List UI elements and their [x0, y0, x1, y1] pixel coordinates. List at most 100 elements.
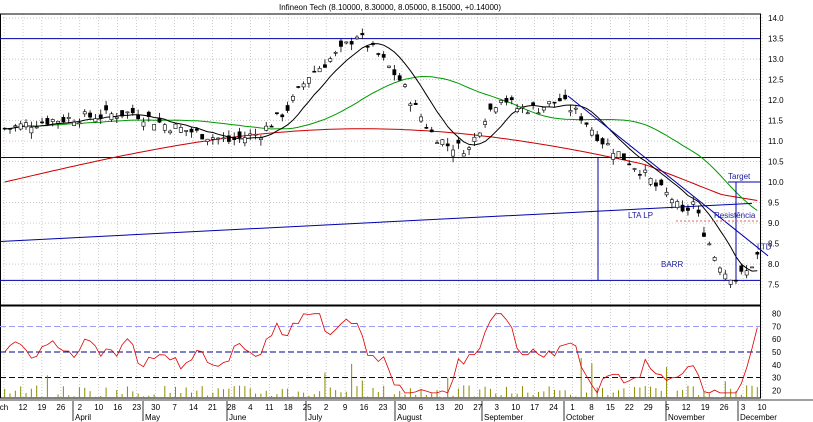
candle-body: [34, 126, 39, 129]
candle-body: [520, 106, 525, 109]
downtrend-line: [567, 95, 769, 257]
candle-body: [445, 143, 450, 147]
candle-body: [72, 121, 76, 126]
candle-body: [376, 53, 381, 55]
indicator-tick-label: 50: [772, 348, 781, 357]
annotation-label: Target: [728, 172, 751, 181]
candle-body: [98, 114, 103, 119]
candle-body: [563, 94, 568, 100]
candle-body: [355, 36, 359, 40]
candle-body: [226, 135, 231, 142]
candle-body: [291, 95, 295, 101]
candle-body: [595, 134, 600, 141]
candle-body: [531, 102, 536, 106]
candle-body: [242, 137, 247, 144]
x-tick-label: 11: [265, 403, 274, 412]
candle-body: [413, 102, 418, 105]
indicator-line: [4, 313, 758, 394]
x-axis: ch 12 19 26 2 10 16 23 30 7 14 21 28 4 11 18 25 2 9 16 23 30 6…: [0, 399, 813, 422]
x-tick-label: 29: [644, 403, 653, 412]
ma-fast-line: [4, 43, 758, 272]
candle-body: [371, 42, 375, 45]
grid: [0, 13, 763, 399]
candle-body: [312, 70, 317, 73]
moving-average-fast: [4, 43, 758, 272]
candle-body: [750, 266, 754, 269]
candle-body: [392, 69, 397, 76]
candle-body: [93, 118, 98, 123]
price-panel-frame: [0, 13, 761, 306]
price-tick-label: 11.5: [768, 117, 784, 126]
x-tick-label: 14: [189, 403, 198, 412]
price-axis: 7.5 8.0 8.5 9.0 9.5 10.0 10.5 11.0 11.5 12.0 12.5 1…: [768, 14, 784, 289]
candle-body: [691, 201, 696, 205]
candle-body: [435, 142, 439, 144]
candle-body: [477, 132, 482, 137]
candle-body: [680, 204, 685, 212]
candle-body: [173, 123, 178, 129]
month-label: September: [484, 413, 523, 422]
candle-body: [45, 118, 50, 125]
candle-body: [88, 112, 92, 118]
x-tick-label: ch: [0, 403, 8, 412]
x-tick-label: 26: [56, 403, 65, 412]
candle-body: [499, 100, 504, 103]
candle-body: [755, 252, 760, 255]
candle-body: [493, 107, 498, 113]
candle-body: [515, 108, 520, 113]
candle-body: [264, 125, 269, 131]
candle-body: [461, 153, 466, 157]
candle-body: [381, 54, 386, 58]
indicator-tick-label: 20: [772, 386, 781, 395]
candle-body: [8, 128, 12, 130]
x-tick-label: 16: [113, 403, 122, 412]
x-tick-label: 7: [172, 403, 177, 412]
candle-body: [18, 123, 23, 130]
price-tick-label: 8.0: [768, 260, 780, 269]
candle-body: [686, 207, 690, 211]
x-tick-label: 18: [284, 403, 293, 412]
candle-body: [664, 192, 669, 196]
candle-body: [429, 129, 434, 133]
candle-body: [221, 137, 226, 140]
annotations: Target Resistência LTA LP LTD BARR: [628, 172, 772, 269]
x-tick-label: 1: [570, 403, 575, 412]
price-tick-label: 7.5: [768, 281, 780, 290]
candle-body: [130, 107, 135, 114]
candle-body: [189, 128, 194, 133]
x-tick-label: 17: [530, 403, 539, 412]
candle-body: [589, 129, 594, 136]
candle-body: [210, 137, 215, 140]
candle-body: [573, 107, 578, 110]
candle-body: [728, 279, 733, 285]
x-tick-label: 9: [343, 403, 348, 412]
annotation-label: LTD: [757, 243, 772, 252]
candle-body: [50, 119, 55, 122]
candle-body: [440, 139, 445, 145]
x-tick-label: 21: [208, 403, 217, 412]
candle-body: [611, 153, 616, 160]
candle-body: [205, 138, 210, 142]
trendlines: [0, 95, 769, 281]
candle-body: [723, 273, 728, 280]
candle-body: [275, 112, 279, 114]
candle-body: [408, 103, 413, 106]
x-tick-label: 16: [360, 403, 369, 412]
month-label: April: [75, 413, 91, 422]
candle-body: [301, 83, 306, 88]
candle-body: [248, 133, 253, 136]
candle-body: [24, 122, 28, 128]
candle-body: [702, 232, 706, 237]
x-tick-label: 10: [758, 403, 767, 412]
candle-body: [146, 111, 151, 117]
candle-body: [456, 139, 461, 144]
candle-body: [258, 137, 263, 140]
x-tick-label: 8: [589, 403, 594, 412]
horizontal-levels: [0, 38, 760, 281]
candle-body: [253, 133, 258, 136]
indicator-tick-label: 30: [772, 374, 781, 383]
candle-body: [659, 179, 664, 186]
candle-body: [162, 124, 167, 131]
chart-title: Infineon Tech (8.10000, 8.30000, 8.05000…: [279, 3, 501, 12]
